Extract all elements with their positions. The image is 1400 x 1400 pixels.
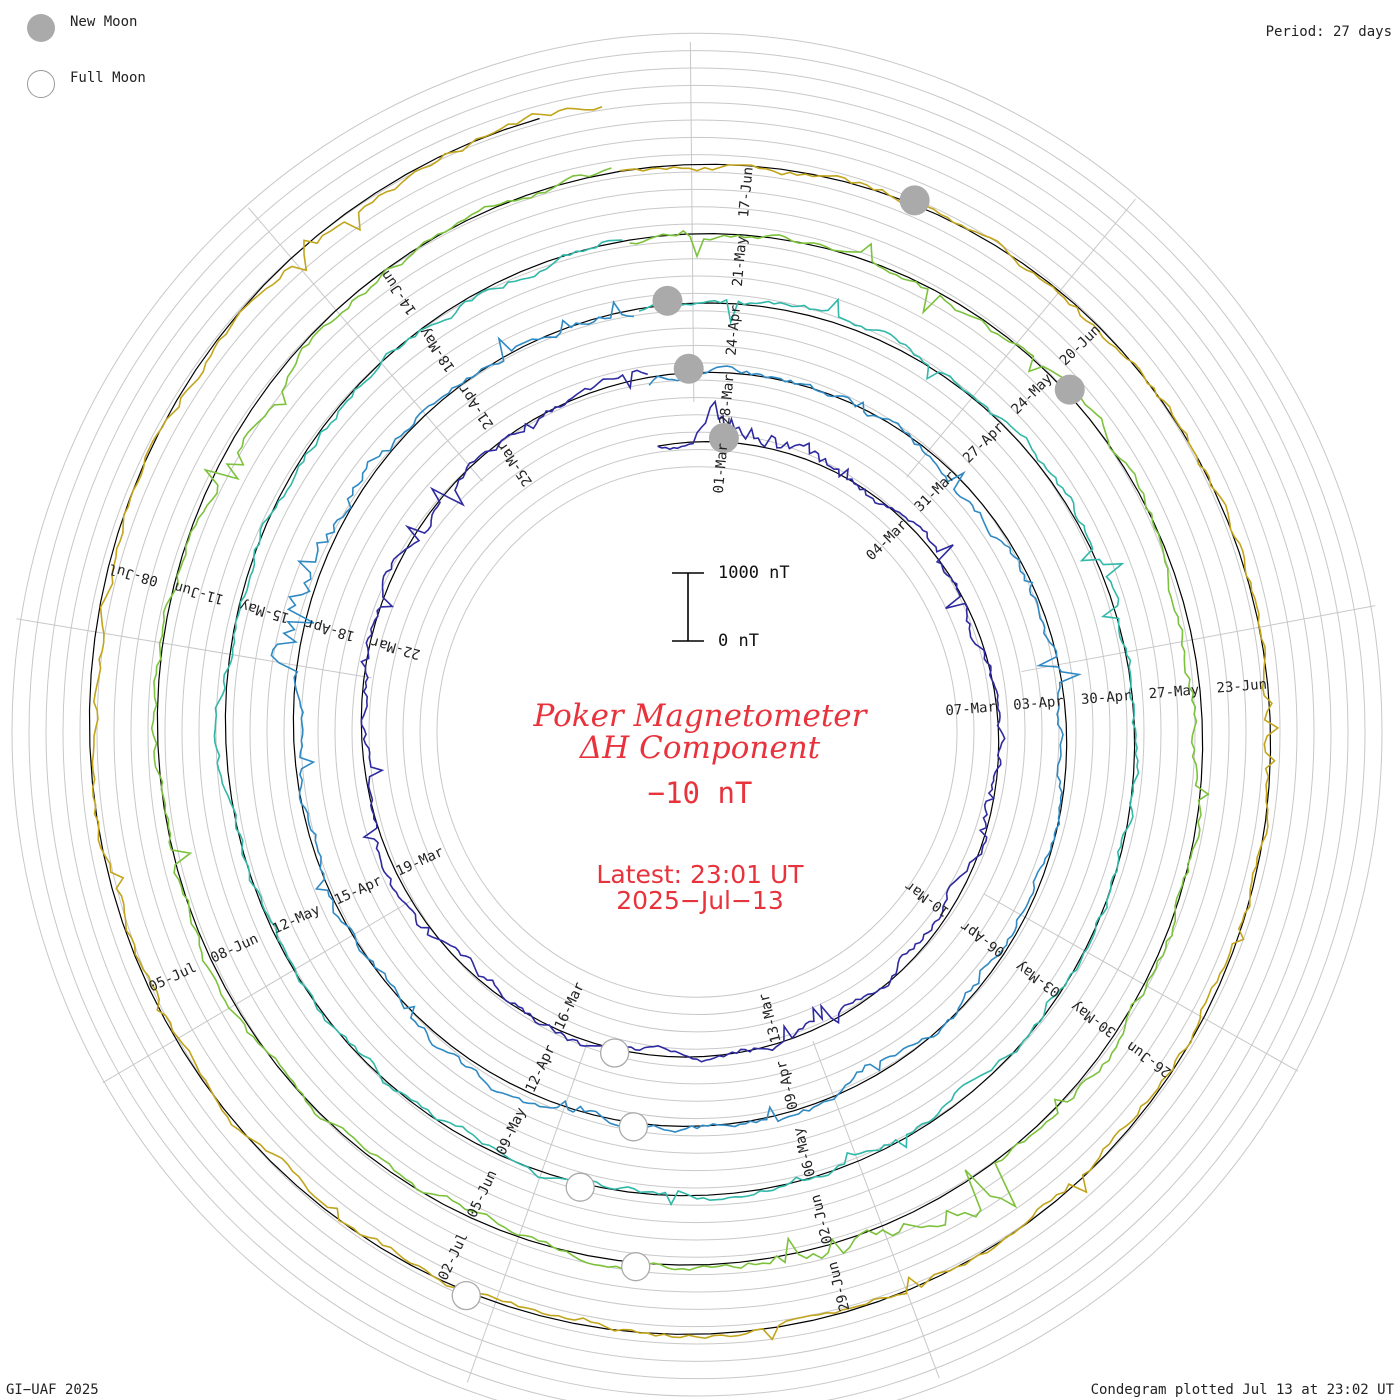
date-tick-label: 02-Jun	[808, 1193, 836, 1246]
grid-spoke	[248, 207, 483, 482]
date-tick-label: 23-Jun	[1216, 677, 1268, 697]
date-tick-label: 09-Apr	[773, 1059, 801, 1112]
grid-ring	[198, 223, 1196, 1241]
chart-title: Poker Magnetometer	[533, 698, 867, 734]
rotation-trace	[213, 239, 1140, 1207]
date-tick-label: 27-May	[1148, 682, 1200, 702]
grid-spoke	[466, 1043, 588, 1383]
grid-spoke	[812, 1040, 940, 1379]
full-moon-legend-icon	[27, 70, 55, 98]
date-tick-label: 27-Apr	[960, 420, 1007, 467]
grid-ring	[96, 119, 1298, 1345]
date-tick-label: 01-Mar	[711, 442, 732, 494]
latest-date: 2025−Jul−13	[616, 886, 784, 915]
scale-bar	[672, 572, 704, 642]
grid-ring	[113, 136, 1281, 1328]
grid-ring	[300, 327, 1094, 1137]
full-moon-legend-label: Full Moon	[70, 70, 146, 86]
new-moon-marker	[673, 353, 704, 384]
grid-ring	[266, 292, 1128, 1172]
grid-ring	[317, 344, 1077, 1120]
grid-ring	[283, 310, 1111, 1154]
date-tick-label: 26-Jun	[1124, 1038, 1175, 1080]
date-tick-label: 17-Jun	[736, 166, 757, 218]
grid-ring	[164, 188, 1230, 1276]
grid-spoke	[984, 893, 1299, 1072]
date-tick-label: 04-Mar	[863, 517, 910, 564]
grid-spoke	[1021, 605, 1376, 673]
grid-ring	[419, 448, 975, 1016]
grid-ring	[436, 466, 958, 998]
full-moon-marker	[621, 1252, 651, 1282]
footer-plot-time: Condegram plotted Jul 13 at 23:02 UT	[1090, 1382, 1394, 1398]
scale-bottom-label: 0 nT	[718, 631, 759, 651]
date-tick-label: 20-Jun	[1057, 322, 1104, 369]
date-tick-label: 06-May	[791, 1126, 819, 1179]
full-moon-marker	[599, 1038, 630, 1068]
grid-spoke	[102, 899, 414, 1084]
date-tick-label: 03-Apr	[1013, 694, 1065, 714]
date-tick-label: 30-Apr	[1080, 688, 1132, 708]
grid-ring	[11, 33, 1383, 1400]
rotation-trace	[360, 369, 1006, 1063]
grid-ring	[130, 154, 1264, 1310]
grid-ring	[45, 67, 1349, 1397]
full-moon-marker	[451, 1280, 481, 1311]
date-tick-label: 02-Jul	[435, 1231, 471, 1284]
date-tick-label: 29-Jun	[825, 1260, 853, 1313]
full-moon-marker	[565, 1172, 595, 1202]
date-tick-label: 24-Apr	[724, 304, 745, 356]
grid-ring	[79, 102, 1315, 1362]
grid-rings	[11, 33, 1383, 1400]
grid-spoke	[906, 198, 1136, 478]
moon-phase-markers	[451, 185, 1085, 1311]
period-label: Period: 27 days	[1265, 24, 1392, 40]
footer-credit: GI−UAF 2025	[6, 1382, 99, 1398]
date-tick-label: 09-May	[494, 1105, 530, 1158]
date-tick-label: 31-Mar	[912, 468, 959, 515]
new-moon-marker	[652, 285, 683, 316]
grid-ring	[62, 84, 1332, 1380]
date-tick-label: 13-Mar	[756, 991, 784, 1044]
date-tick-label: 05-Jun	[464, 1168, 500, 1221]
new-moon-marker	[708, 422, 739, 453]
grid-ring	[147, 171, 1247, 1293]
grid-ring	[232, 258, 1162, 1206]
new-moon-marker	[899, 185, 930, 216]
date-tick-label: 28-Mar	[717, 373, 738, 425]
new-moon-marker	[1054, 374, 1085, 405]
grid-ring	[28, 50, 1366, 1400]
grid-ring	[368, 396, 1026, 1068]
full-moon-marker	[618, 1112, 649, 1142]
grid-ring	[215, 240, 1179, 1224]
date-tick-label: 07-Mar	[945, 699, 997, 719]
grid-spokes	[16, 42, 1376, 1383]
baseline-offset: −10 nT	[647, 776, 753, 810]
scale-top-label: 1000 nT	[718, 563, 790, 583]
rotation-trace	[270, 300, 1082, 1133]
grid-spoke	[16, 618, 372, 679]
date-tick-label: 12-Apr	[523, 1043, 559, 1096]
date-tick-label: 05-Jul	[146, 960, 199, 996]
grid-ring	[385, 414, 1009, 1050]
chart-subtitle: ΔH Component	[579, 730, 821, 766]
new-moon-legend-label: New Moon	[70, 14, 138, 30]
rotation-trace	[91, 105, 1280, 1341]
grid-spoke	[689, 42, 695, 403]
date-tick-label: 16-Mar	[552, 980, 588, 1033]
rotation-trace	[150, 167, 1210, 1271]
latest-time: Latest: 23:01 UT	[596, 860, 804, 889]
grid-ring	[181, 206, 1213, 1258]
grid-ring	[249, 275, 1145, 1189]
date-tick-label: 24-May	[1008, 371, 1055, 418]
new-moon-legend-icon	[27, 14, 55, 42]
date-tick-label: 21-May	[730, 235, 751, 287]
data-traces	[91, 105, 1280, 1341]
